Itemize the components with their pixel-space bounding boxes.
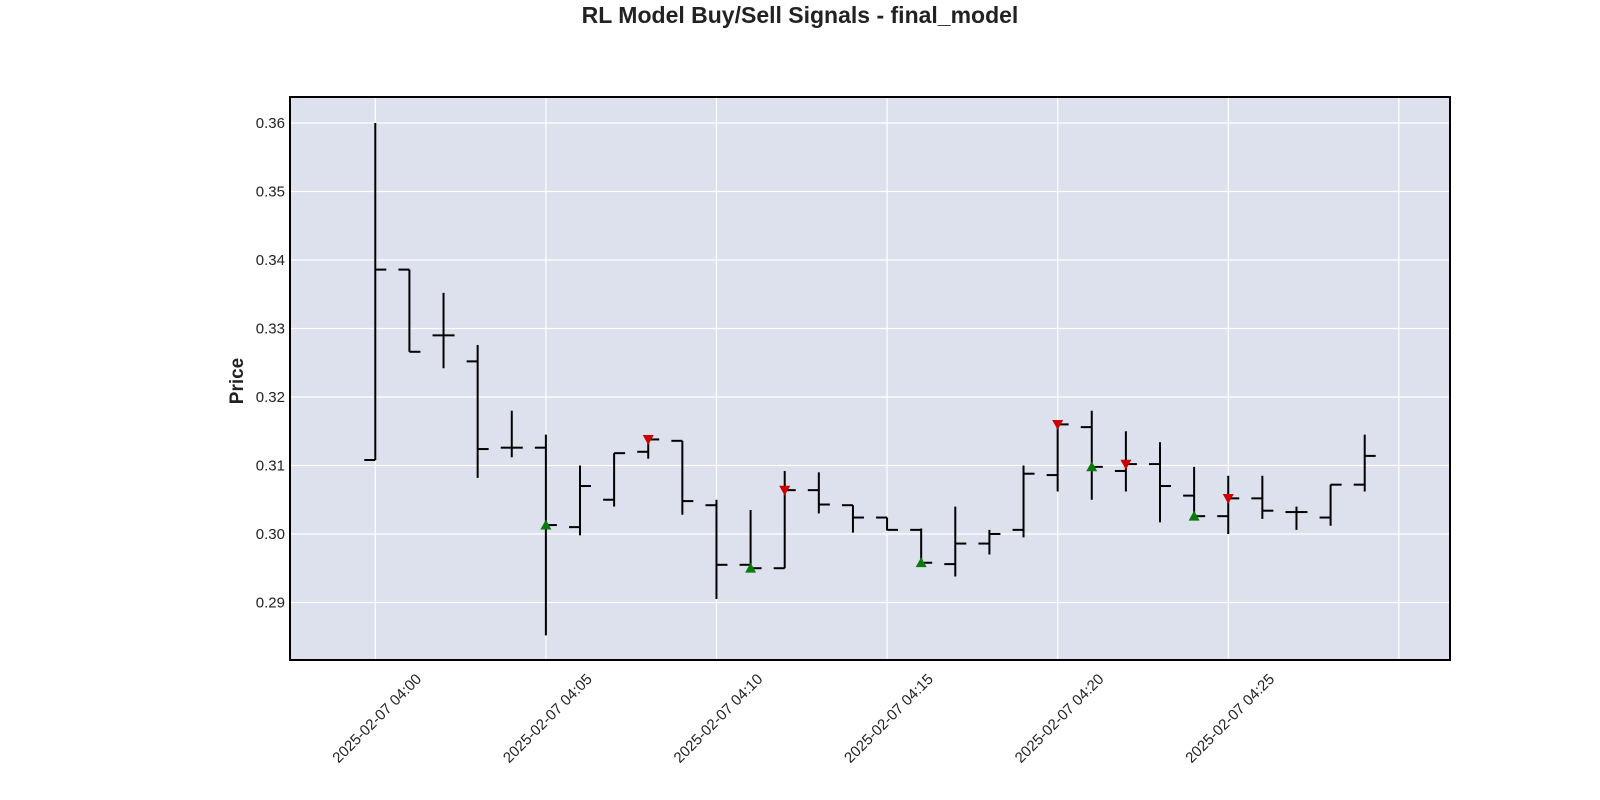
buy-signal-marker xyxy=(915,557,927,568)
y-tick-label: 0.30 xyxy=(256,526,285,543)
x-tick-label: 2025-02-07 04:20 xyxy=(1012,671,1108,767)
y-tick-label: 0.36 xyxy=(256,115,285,132)
y-tick-label: 0.32 xyxy=(256,389,285,406)
ohlc-bar xyxy=(1012,465,1035,538)
y-tick-label: 0.34 xyxy=(256,252,285,269)
ohlc-bar xyxy=(944,506,967,577)
y-tick-labels: 0.29 0.30 0.31 0.32 0.33 0.34 0.35 0.36 xyxy=(256,115,285,611)
ohlc-bar xyxy=(603,452,626,507)
sell-signal-marker xyxy=(1052,419,1064,430)
y-axis-label: Price xyxy=(227,358,248,404)
x-tick-label: 2025-02-07 04:15 xyxy=(841,671,937,767)
x-tick-label: 2025-02-07 04:05 xyxy=(500,671,596,767)
ohlc-bar xyxy=(432,292,455,369)
ohlc-bar xyxy=(569,465,591,536)
buy-signal-marker xyxy=(1086,461,1098,472)
buy-signal-marker xyxy=(1188,510,1200,521)
ohlc-bar xyxy=(1319,483,1342,526)
chart-title: RL Model Buy/Sell Signals - final_model xyxy=(581,2,1019,28)
ohlc-bar xyxy=(466,344,489,478)
sell-signal-marker xyxy=(779,485,791,496)
ohlc-bar xyxy=(398,268,421,353)
ohlc-bar xyxy=(1285,506,1308,530)
ohlc-bar xyxy=(1149,442,1171,523)
ohlc-bar xyxy=(671,439,694,515)
ohlc-bar xyxy=(807,472,830,514)
ohlc-bar xyxy=(1251,475,1274,519)
plot-frame xyxy=(289,96,1451,661)
x-tick-label: 2025-02-07 04:10 xyxy=(671,671,767,767)
y-tick-label: 0.33 xyxy=(256,321,285,338)
x-tick-labels: 2025-02-07 04:00 2025-02-07 04:05 2025-02-… xyxy=(329,671,1278,767)
buy-signal-marker xyxy=(745,562,757,573)
sell-signal-marker xyxy=(1120,459,1132,470)
ohlc-bar xyxy=(500,410,523,458)
x-tick-label: 2025-02-07 04:25 xyxy=(1182,671,1278,767)
plot-background xyxy=(290,97,1450,660)
ohlc-bars xyxy=(364,123,1376,636)
y-tick-label: 0.35 xyxy=(256,184,285,201)
ohlc-bar xyxy=(978,529,1001,555)
y-tick-label: 0.29 xyxy=(256,594,285,611)
sell-signal-marker xyxy=(1222,493,1234,504)
ohlc-bar xyxy=(876,516,899,531)
ohlc-bar xyxy=(841,504,864,533)
ohlc-bar xyxy=(364,123,387,462)
buy-signal-marker xyxy=(540,519,552,530)
x-tick-label: 2025-02-07 04:00 xyxy=(329,671,425,767)
y-tick-label: 0.31 xyxy=(256,457,285,474)
ohlc-bar xyxy=(705,499,728,600)
signal-markers xyxy=(540,419,1234,573)
ohlc-bar xyxy=(1353,434,1376,492)
sell-signal-marker xyxy=(642,435,654,445)
